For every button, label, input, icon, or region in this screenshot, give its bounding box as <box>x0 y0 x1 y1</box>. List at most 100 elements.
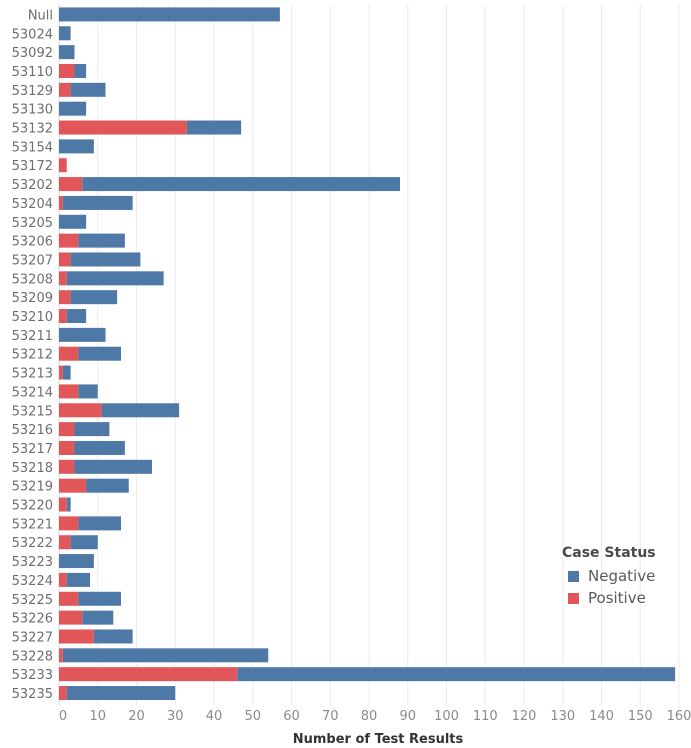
bar-segment-positive[interactable] <box>59 233 79 248</box>
legend-label-positive: Positive <box>588 589 646 607</box>
x-axis-title: Number of Test Results <box>293 732 464 744</box>
category-label: 53219 <box>12 480 53 495</box>
bar-segment-negative[interactable] <box>70 252 141 267</box>
category-label: 53210 <box>12 310 53 325</box>
x-tick-label: 0 <box>59 709 67 724</box>
category-label: 53130 <box>12 103 53 118</box>
bar-segment-negative[interactable] <box>237 667 676 682</box>
bar-segment-positive[interactable] <box>59 440 75 455</box>
bar-segment-negative[interactable] <box>66 572 90 587</box>
x-tick-labels: 0 10 20 30 40 50 60 70 80 90 100 110 120 130 140 150 160 <box>59 709 691 724</box>
bar-segment-negative[interactable] <box>70 535 98 550</box>
bar-segment-positive[interactable] <box>59 667 238 682</box>
bar-segment-negative[interactable] <box>59 554 94 569</box>
bar-segment-positive[interactable] <box>59 516 79 531</box>
bar-segment-positive[interactable] <box>59 346 79 361</box>
bar-segment-positive[interactable] <box>59 648 63 663</box>
bar-segment-negative[interactable] <box>86 478 129 493</box>
bar-segment-negative[interactable] <box>66 271 164 286</box>
bar-segment-positive[interactable] <box>59 478 87 493</box>
bar-segment-positive[interactable] <box>59 271 67 286</box>
category-label: 53214 <box>12 385 53 400</box>
legend-title: Case Status <box>562 545 656 561</box>
bar-segment-positive[interactable] <box>59 610 83 625</box>
x-tick-label: 70 <box>322 709 339 724</box>
bar-segment-positive[interactable] <box>59 497 67 512</box>
bar-segment-negative[interactable] <box>62 195 133 210</box>
bar-segment-negative[interactable] <box>78 384 98 399</box>
bar-segment-positive[interactable] <box>59 572 67 587</box>
bar-segment-positive[interactable] <box>59 365 63 380</box>
legend: Case Status Negative Positive <box>562 545 687 609</box>
bar-segment-negative[interactable] <box>70 290 118 305</box>
bar-segment-negative[interactable] <box>59 26 71 41</box>
bar-segment-positive[interactable] <box>59 158 67 173</box>
category-label: 53233 <box>12 668 53 683</box>
category-label: 53220 <box>12 499 53 514</box>
bar-segment-positive[interactable] <box>59 82 71 97</box>
bar-segment-positive[interactable] <box>59 629 94 644</box>
category-label: 53216 <box>12 423 53 438</box>
bar-segment-positive[interactable] <box>59 459 75 474</box>
category-label: 53207 <box>12 253 53 268</box>
bar-segment-positive[interactable] <box>59 177 83 192</box>
bar-segment-negative[interactable] <box>59 7 280 22</box>
bar-segment-positive[interactable] <box>59 195 63 210</box>
legend-swatch-positive <box>568 592 579 604</box>
bar-segment-negative[interactable] <box>93 629 133 644</box>
bar-segment-positive[interactable] <box>59 384 79 399</box>
bar-segment-positive[interactable] <box>59 403 102 418</box>
bar-segment-negative[interactable] <box>59 214 87 229</box>
category-label: 53226 <box>12 612 53 627</box>
bar-segment-positive[interactable] <box>59 535 71 550</box>
bar-segment-negative[interactable] <box>74 459 153 474</box>
bar-segment-positive[interactable] <box>59 686 67 701</box>
bar-segment-negative[interactable] <box>66 309 87 324</box>
category-label: 53172 <box>12 159 53 174</box>
bar-segment-positive[interactable] <box>59 63 75 78</box>
bar-segment-positive[interactable] <box>59 591 79 606</box>
bar-segment-negative[interactable] <box>74 63 87 78</box>
legend-item-negative[interactable]: Negative <box>562 565 687 587</box>
bar-segment-positive[interactable] <box>59 120 187 135</box>
bar-segment-negative[interactable] <box>78 346 121 361</box>
category-label: 53227 <box>12 630 53 645</box>
category-label: 53221 <box>12 517 53 532</box>
category-label: 53223 <box>12 555 53 570</box>
bar-segment-negative[interactable] <box>59 139 94 154</box>
bar-segment-negative[interactable] <box>101 403 180 418</box>
bar-segment-negative[interactable] <box>186 120 242 135</box>
bar-segment-negative[interactable] <box>66 497 71 512</box>
bar-segment-positive[interactable] <box>59 309 67 324</box>
bar-segment-negative[interactable] <box>62 365 71 380</box>
legend-swatch-negative <box>568 570 579 582</box>
bar-segment-negative[interactable] <box>78 516 121 531</box>
bar-segment-negative[interactable] <box>59 327 106 342</box>
x-tick-label: 100 <box>434 709 459 724</box>
category-label: 53024 <box>12 27 53 42</box>
category-label: 53208 <box>12 272 53 287</box>
category-label: Null <box>28 8 53 23</box>
category-label: 53204 <box>12 197 53 212</box>
bar-segment-negative[interactable] <box>66 686 176 701</box>
x-tick-label: 160 <box>667 709 691 724</box>
bar-segment-negative[interactable] <box>59 45 75 60</box>
bar-segment-negative[interactable] <box>82 610 114 625</box>
category-label: 53213 <box>12 367 53 382</box>
bar-segment-positive[interactable] <box>59 252 71 267</box>
bar-segment-positive[interactable] <box>59 422 75 437</box>
bar-segment-negative[interactable] <box>78 591 121 606</box>
bar-segment-negative[interactable] <box>70 82 106 97</box>
category-label: 53132 <box>12 122 53 137</box>
legend-item-positive[interactable]: Positive <box>562 587 687 609</box>
category-label: 53228 <box>12 649 53 664</box>
bar-segment-negative[interactable] <box>62 648 269 663</box>
bar-segment-negative[interactable] <box>74 422 110 437</box>
bar-segment-negative[interactable] <box>78 233 125 248</box>
bar-segment-negative[interactable] <box>59 101 87 116</box>
bar-segment-negative[interactable] <box>74 440 125 455</box>
x-tick-label: 80 <box>361 709 378 724</box>
bar-segment-negative[interactable] <box>82 177 400 192</box>
bar-segment-positive[interactable] <box>59 290 71 305</box>
